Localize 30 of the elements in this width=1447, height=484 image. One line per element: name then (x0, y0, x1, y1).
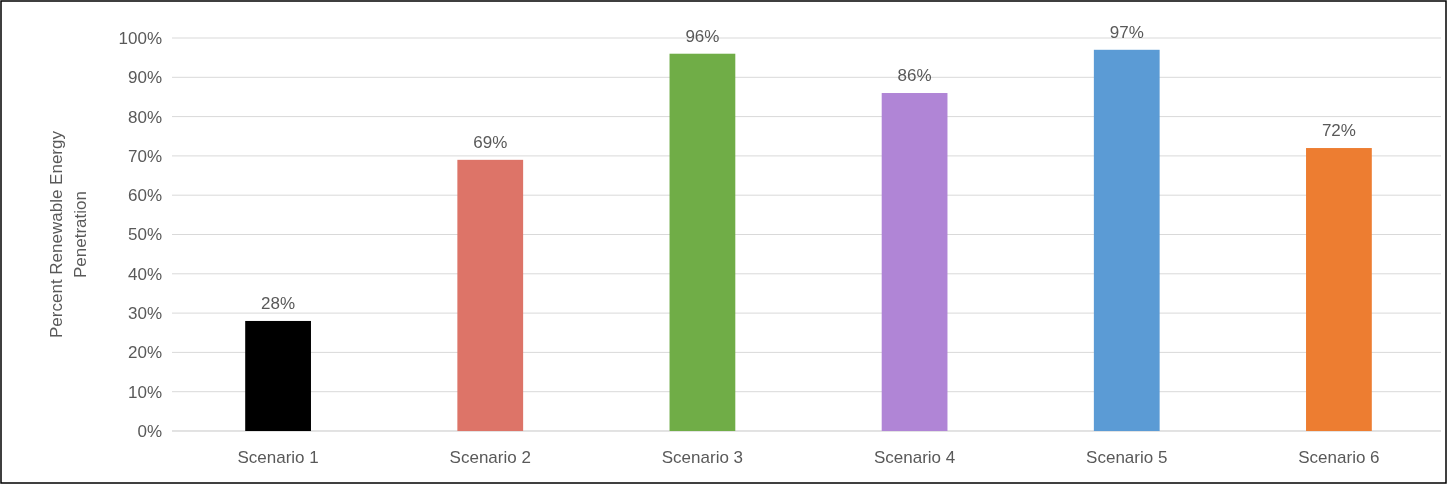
y-tick-label: 20% (127, 343, 162, 363)
bar (669, 53, 736, 431)
x-tick-label: Scenario 4 (873, 448, 956, 467)
y-tick-label: 70% (127, 146, 162, 166)
bar (245, 320, 311, 431)
data-label: 72% (1321, 121, 1356, 141)
x-tick-label: Scenario 5 (1086, 448, 1168, 467)
x-tick-label: Scenario 6 (1298, 448, 1380, 467)
y-tick-label: 100% (118, 28, 162, 48)
bar (881, 93, 948, 431)
y-tick-label: 60% (127, 186, 162, 206)
data-label: 86% (897, 66, 932, 86)
data-label: 28% (261, 293, 296, 313)
y-axis-title: Percent Renewable Energy Penetration (47, 130, 90, 338)
y-tick-label: 80% (127, 107, 162, 127)
x-tick-label: Scenario 2 (449, 448, 531, 467)
data-label: 97% (1109, 22, 1144, 42)
y-tick-label: 40% (127, 264, 162, 284)
data-label: 96% (685, 26, 720, 46)
y-tick-label: 90% (127, 68, 162, 88)
y-tick-label: 0% (137, 421, 162, 441)
data-label: 69% (473, 132, 508, 152)
y-tick-label: 30% (127, 304, 162, 324)
bar (1093, 49, 1160, 431)
bar (1306, 148, 1372, 431)
bar (457, 159, 524, 431)
x-tick-label: Scenario 3 (661, 448, 744, 467)
x-tick-label: Scenario 1 (237, 448, 319, 467)
y-tick-label: 50% (127, 225, 162, 245)
y-tick-label: 10% (127, 382, 162, 402)
